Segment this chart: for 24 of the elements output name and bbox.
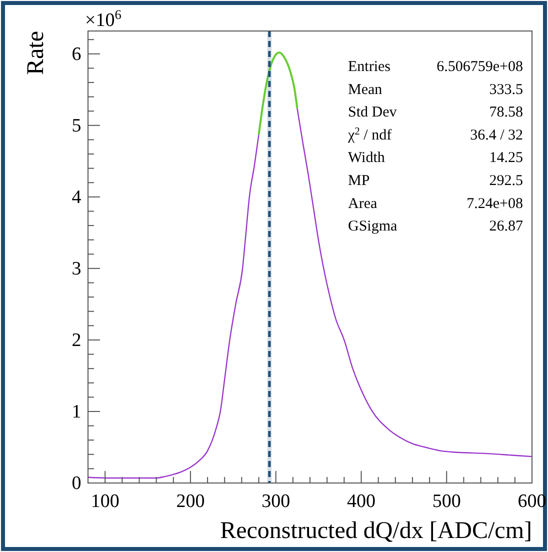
y-tick-label: 5	[72, 115, 82, 136]
text: Std Dev 78.58	[348, 104, 523, 121]
text: Entries 6.506759e+08	[348, 59, 523, 75]
y-tick-label: 6	[72, 44, 82, 65]
y-tick-label: 2	[72, 330, 82, 352]
x-tick-label: 200	[176, 490, 205, 512]
y-tick-label: 0	[72, 473, 82, 494]
text: ×10$^{6}$	[85, 6, 122, 31]
x-tick-label: 100	[90, 490, 120, 512]
text: GSigma 26.87	[348, 218, 523, 235]
text: MP 292.5	[348, 173, 523, 189]
text: χ$^{2}$ / ndf 36.4 / 32	[348, 126, 523, 144]
x-tick-label: 300	[262, 490, 290, 512]
x-tick-label: 400	[346, 490, 376, 512]
y-axis-title: Rate	[23, 31, 49, 75]
text: Width 14.25	[348, 150, 523, 166]
y-tick-label: 3	[72, 258, 82, 280]
text: Area 7.24e+08	[348, 196, 523, 212]
text: Mean 333.5	[348, 82, 523, 98]
y-tick-label: 4	[72, 187, 82, 208]
x-tick-label: 500	[432, 490, 461, 512]
x-axis-title: Reconstructed dQ/dx [ADC/cm]	[220, 518, 532, 544]
line-series	[258, 51, 298, 136]
y-tick-label: 1	[72, 402, 82, 423]
